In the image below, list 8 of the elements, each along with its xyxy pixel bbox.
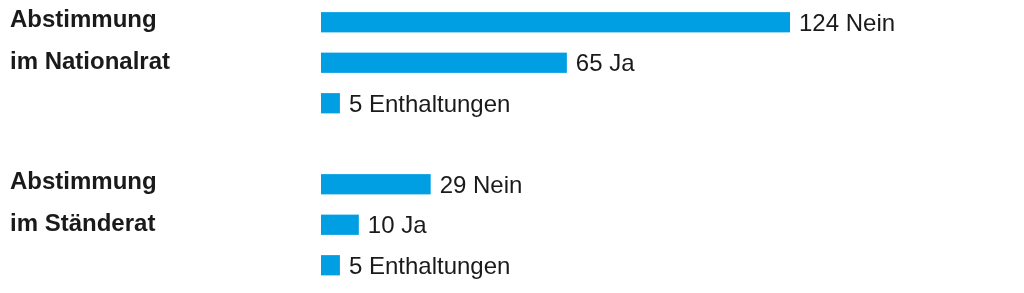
- data-label: 29 Nein: [439, 170, 523, 198]
- data-label: 124 Nein: [799, 8, 896, 36]
- data-label: 5 Enthaltungen: [348, 89, 511, 117]
- data-label: 65 Ja: [575, 49, 636, 77]
- y-axis-title: Abstimmung im Nationalrat: [10, 5, 171, 74]
- data-label: 5 Enthaltungen: [348, 251, 511, 279]
- data-label: 10 Ja: [367, 211, 428, 239]
- y-axis-title: Abstimmung im Ständerat: [10, 167, 157, 236]
